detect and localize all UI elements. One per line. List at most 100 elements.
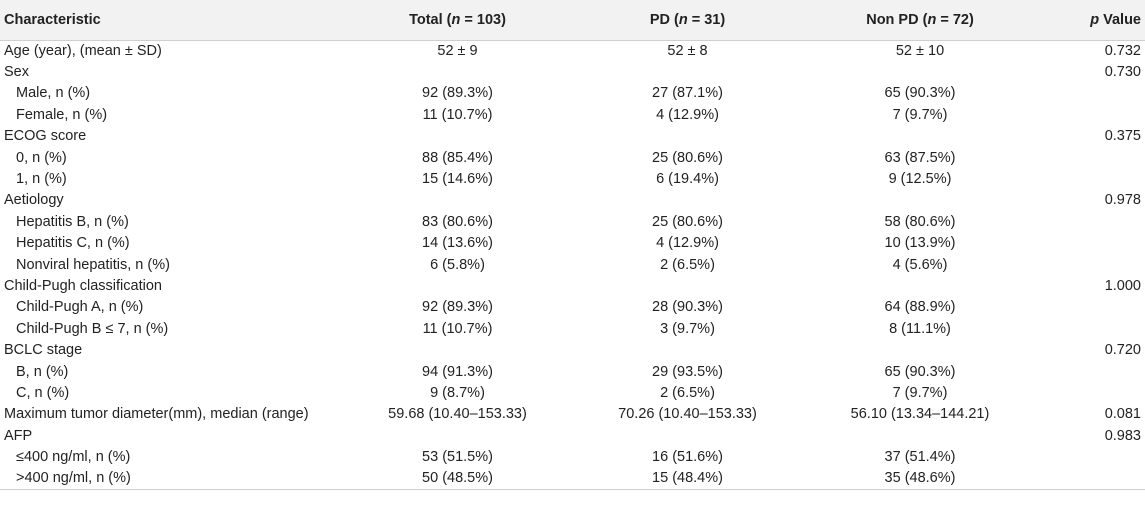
row-label: Child-Pugh classification xyxy=(4,277,162,294)
table-row: BCLC stage 0.720 xyxy=(0,339,1145,360)
row-label: AFP xyxy=(4,427,33,444)
cell-p-value xyxy=(1050,446,1145,467)
header-nonpd-label: Non PD (n = 72) xyxy=(866,11,974,28)
cell-p-value: 0.375 xyxy=(1104,128,1141,145)
header-characteristic: Characteristic xyxy=(0,0,330,41)
cell-p-value xyxy=(1050,168,1145,189)
cell-pd: 29 (93.5%) xyxy=(652,363,723,380)
row-label: ≤400 ng/ml, n (%) xyxy=(16,449,131,466)
table-row: Nonviral hepatitis, n (%) 6 (5.8%) 2 (6.5%… xyxy=(0,254,1145,275)
cell-p-value xyxy=(1050,297,1145,318)
table-row: B, n (%) 94 (91.3%) 29 (93.5%) 65 (90.3%) xyxy=(0,361,1145,382)
cell-pd: 52 ± 8 xyxy=(667,42,708,59)
row-label: Sex xyxy=(4,64,29,81)
table-row: Female, n (%) 11 (10.7%) 4 (12.9%) 7 (9.7%) xyxy=(0,104,1145,125)
cell-pd xyxy=(585,425,790,446)
cell-total: 92 (89.3%) xyxy=(422,85,493,102)
cell-p-value xyxy=(1050,254,1145,275)
cell-p-value: 0.730 xyxy=(1104,64,1141,81)
table-row: 1, n (%) 15 (14.6%) 6 (19.4%) 9 (12.5%) xyxy=(0,168,1145,189)
cell-pd xyxy=(585,275,790,296)
cell-p-value: 0.978 xyxy=(1104,192,1141,209)
cell-p-value xyxy=(1050,318,1145,339)
cell-total: 94 (91.3%) xyxy=(422,363,493,380)
row-label: Maximum tumor diameter(mm), median (rang… xyxy=(4,406,309,423)
table-row: Age (year), (mean ± SD) 52 ± 9 52 ± 8 52 ± … xyxy=(0,40,1145,61)
cell-p-value: 0.081 xyxy=(1104,406,1141,423)
header-p-value: p Value xyxy=(1050,0,1145,41)
table-row: Hepatitis C, n (%) 14 (13.6%) 4 (12.9%) 10 … xyxy=(0,233,1145,254)
row-label: Male, n (%) xyxy=(16,85,91,102)
row-label: Nonviral hepatitis, n (%) xyxy=(16,256,170,273)
table-body: Age (year), (mean ± SD) 52 ± 9 52 ± 8 52 ± … xyxy=(0,40,1145,490)
header-row: Characteristic Total (n = 103) PD (n = 3… xyxy=(0,0,1145,41)
table-row: Child-Pugh classification 1.000 xyxy=(0,275,1145,296)
cell-pd: 15 (48.4%) xyxy=(585,467,790,490)
cell-nonpd: 35 (48.6%) xyxy=(790,467,1050,490)
row-label: BCLC stage xyxy=(4,342,83,359)
table-header: Characteristic Total (n = 103) PD (n = 3… xyxy=(0,0,1145,41)
cell-p-value xyxy=(1050,147,1145,168)
cell-nonpd xyxy=(790,190,1050,211)
cell-total: 14 (13.6%) xyxy=(422,235,493,252)
header-nonpd: Non PD (n = 72) xyxy=(790,0,1050,41)
cell-nonpd: 65 (90.3%) xyxy=(884,363,956,380)
table-row: Sex 0.730 xyxy=(0,61,1145,82)
cell-nonpd: 4 (5.6%) xyxy=(892,256,948,273)
cell-nonpd: 58 (80.6%) xyxy=(884,213,956,230)
cell-total: 15 (14.6%) xyxy=(422,171,493,188)
table-row: ≤400 ng/ml, n (%) 53 (51.5%) 16 (51.6%) 37 … xyxy=(0,446,1145,467)
cell-pd xyxy=(585,339,790,360)
header-p-italic: p xyxy=(1090,11,1100,28)
cell-pd: 16 (51.6%) xyxy=(652,449,723,466)
row-label: B, n (%) xyxy=(16,363,69,380)
cell-total xyxy=(330,126,585,147)
row-label: >400 ng/ml, n (%) xyxy=(0,467,330,490)
table-row: >400 ng/ml, n (%) 50 (48.5%) 15 (48.4%) 35 … xyxy=(0,467,1145,490)
row-label: 1, n (%) xyxy=(16,171,67,188)
row-label: C, n (%) xyxy=(16,384,70,401)
cell-total: 59.68 (10.40–153.33) xyxy=(388,406,527,423)
cell-p-value: 0.720 xyxy=(1104,342,1141,359)
cell-total: 11 (10.7%) xyxy=(422,320,493,337)
row-label: Hepatitis C, n (%) xyxy=(16,235,130,252)
cell-pd: 2 (6.5%) xyxy=(660,256,715,273)
cell-pd: 4 (12.9%) xyxy=(656,235,719,252)
table-row: Aetiology 0.978 xyxy=(0,190,1145,211)
cell-p-value: 0.983 xyxy=(1104,427,1141,444)
row-label: Child-Pugh A, n (%) xyxy=(16,299,144,316)
cell-p-value: 1.000 xyxy=(1104,277,1141,294)
cell-p-value: 0.732 xyxy=(1104,42,1141,59)
table-row: ECOG score 0.375 xyxy=(0,126,1145,147)
table-row: Maximum tumor diameter(mm), median (rang… xyxy=(0,404,1145,425)
cell-pd: 70.26 (10.40–153.33) xyxy=(618,406,757,423)
cell-pd xyxy=(585,126,790,147)
row-label: Child-Pugh B ≤ 7, n (%) xyxy=(16,320,169,337)
cell-nonpd: 64 (88.9%) xyxy=(884,299,956,316)
cell-p-value xyxy=(1050,233,1145,254)
cell-pd: 4 (12.9%) xyxy=(656,106,719,123)
cell-p-value xyxy=(1050,104,1145,125)
cell-nonpd xyxy=(790,126,1050,147)
table-row: AFP 0.983 xyxy=(0,425,1145,446)
table-row: Child-Pugh B ≤ 7, n (%) 11 (10.7%) 3 (9.7%… xyxy=(0,318,1145,339)
cell-pd xyxy=(585,190,790,211)
header-pd: PD (n = 31) xyxy=(585,0,790,41)
cell-total: 92 (89.3%) xyxy=(422,299,493,316)
cell-p-value xyxy=(1050,83,1145,104)
cell-nonpd: 7 (9.7%) xyxy=(892,106,948,123)
cell-total: 88 (85.4%) xyxy=(422,149,493,166)
cell-p-value xyxy=(1050,361,1145,382)
row-label: Aetiology xyxy=(4,192,64,209)
cell-nonpd xyxy=(790,275,1050,296)
cell-p-value xyxy=(1050,382,1145,403)
cell-pd: 2 (6.5%) xyxy=(660,384,715,401)
cell-nonpd: 8 (11.1%) xyxy=(889,320,951,337)
cell-nonpd xyxy=(790,339,1050,360)
cell-nonpd: 63 (87.5%) xyxy=(884,149,956,166)
cell-nonpd: 37 (51.4%) xyxy=(884,449,956,466)
table-row: Child-Pugh A, n (%) 92 (89.3%) 28 (90.3%) 6… xyxy=(0,297,1145,318)
cell-nonpd: 9 (12.5%) xyxy=(888,171,952,188)
table-row: Male, n (%) 92 (89.3%) 27 (87.1%) 65 (90.3%… xyxy=(0,83,1145,104)
cell-total: 83 (80.6%) xyxy=(422,213,493,230)
